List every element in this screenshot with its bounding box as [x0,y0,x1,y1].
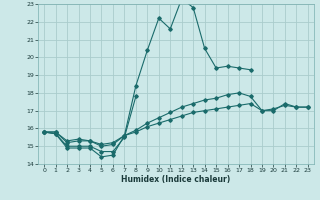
X-axis label: Humidex (Indice chaleur): Humidex (Indice chaleur) [121,175,231,184]
